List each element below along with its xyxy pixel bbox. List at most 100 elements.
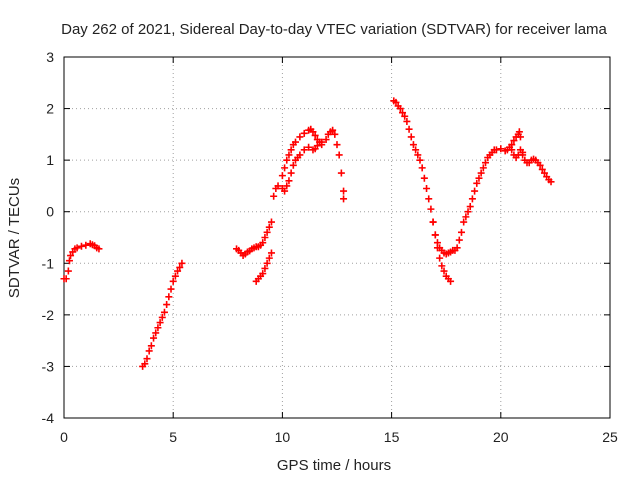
data-point [287,146,295,154]
data-point [296,133,304,141]
data-point [447,277,455,285]
series-1 [139,259,186,370]
data-point [165,293,173,301]
data-point [156,319,164,327]
series-7 [429,128,555,258]
x-tick-label: 20 [493,429,509,445]
data-point [62,275,70,283]
data-point [497,145,505,153]
data-point [538,165,546,173]
data-point [289,161,297,169]
data-point [440,267,448,275]
data-point [285,151,293,159]
data-point [285,177,293,185]
data-point [407,133,415,141]
data-point [516,133,524,141]
data-point [265,254,273,262]
data-point [418,164,426,172]
data-point [147,342,155,350]
data-point [322,136,330,144]
x-axis-label: GPS time / hours [277,457,391,474]
data-point [475,174,483,182]
data-point [169,277,177,285]
data-point [429,218,437,226]
data-point [174,267,182,275]
data-point [309,128,317,136]
data-point [283,156,291,164]
data-point [477,169,485,177]
data-point [399,109,407,117]
data-point [287,169,295,177]
data-point [281,164,289,172]
data-point [340,195,348,203]
data-point [270,192,278,200]
data-point [141,360,149,368]
series-0 [60,240,103,283]
y-tick-label: -3 [42,358,55,374]
data-point [403,117,411,125]
data-point [433,239,441,247]
data-point [409,141,417,149]
axis-ticks: 0 5 10 15 20 25 -4 -3 -2 -1 0 1 2 3 [42,49,618,445]
data-point [519,148,527,156]
series-3 [252,249,275,285]
data-point [163,301,171,309]
data-point [514,151,522,159]
data-point [77,242,85,250]
data-point [414,151,422,159]
data-point [143,355,151,363]
series-4 [270,126,348,203]
y-tick-label: -2 [42,307,55,323]
data-point [482,159,490,167]
data-point [453,244,461,252]
data-point [331,130,339,138]
data-point [335,151,343,159]
data-point [261,264,269,272]
series-5 [278,125,326,180]
y-tick-label: 1 [46,152,54,168]
data-point [292,138,300,146]
data-point [427,205,435,213]
data-point [259,239,267,247]
data-point [540,169,548,177]
data-point [416,156,424,164]
data-point [261,234,269,241]
data-point [95,245,103,253]
data-point [278,172,286,180]
data-point [300,129,308,137]
data-point [405,125,413,133]
data-point [329,126,337,134]
data-point [460,218,468,226]
data-point [412,146,420,154]
data-point [466,203,474,211]
x-tick-label: 0 [60,429,68,445]
data-point [425,195,433,203]
data-point [473,179,481,187]
data-point [150,334,158,342]
data-point [515,128,523,136]
data-point [318,141,326,149]
data-point [267,218,275,226]
data-point [457,228,465,236]
series-8 [506,143,527,162]
series-6 [390,97,455,285]
data-point [171,272,179,280]
data-point [508,146,516,154]
data-point [431,231,439,239]
data-point [263,259,271,267]
data-point [340,187,348,195]
x-tick-label: 15 [384,429,400,445]
data-point [65,257,73,265]
data-point [392,98,400,106]
series-2 [233,218,275,260]
data-point [471,187,479,195]
y-tick-label: -4 [42,410,55,426]
plot-frame [63,56,611,419]
data-point [73,244,81,252]
data-point [158,313,166,321]
y-tick-label: 2 [46,101,54,117]
data-point [492,146,500,154]
data-point [333,141,341,149]
data-point [313,142,321,150]
data-point [464,208,472,216]
